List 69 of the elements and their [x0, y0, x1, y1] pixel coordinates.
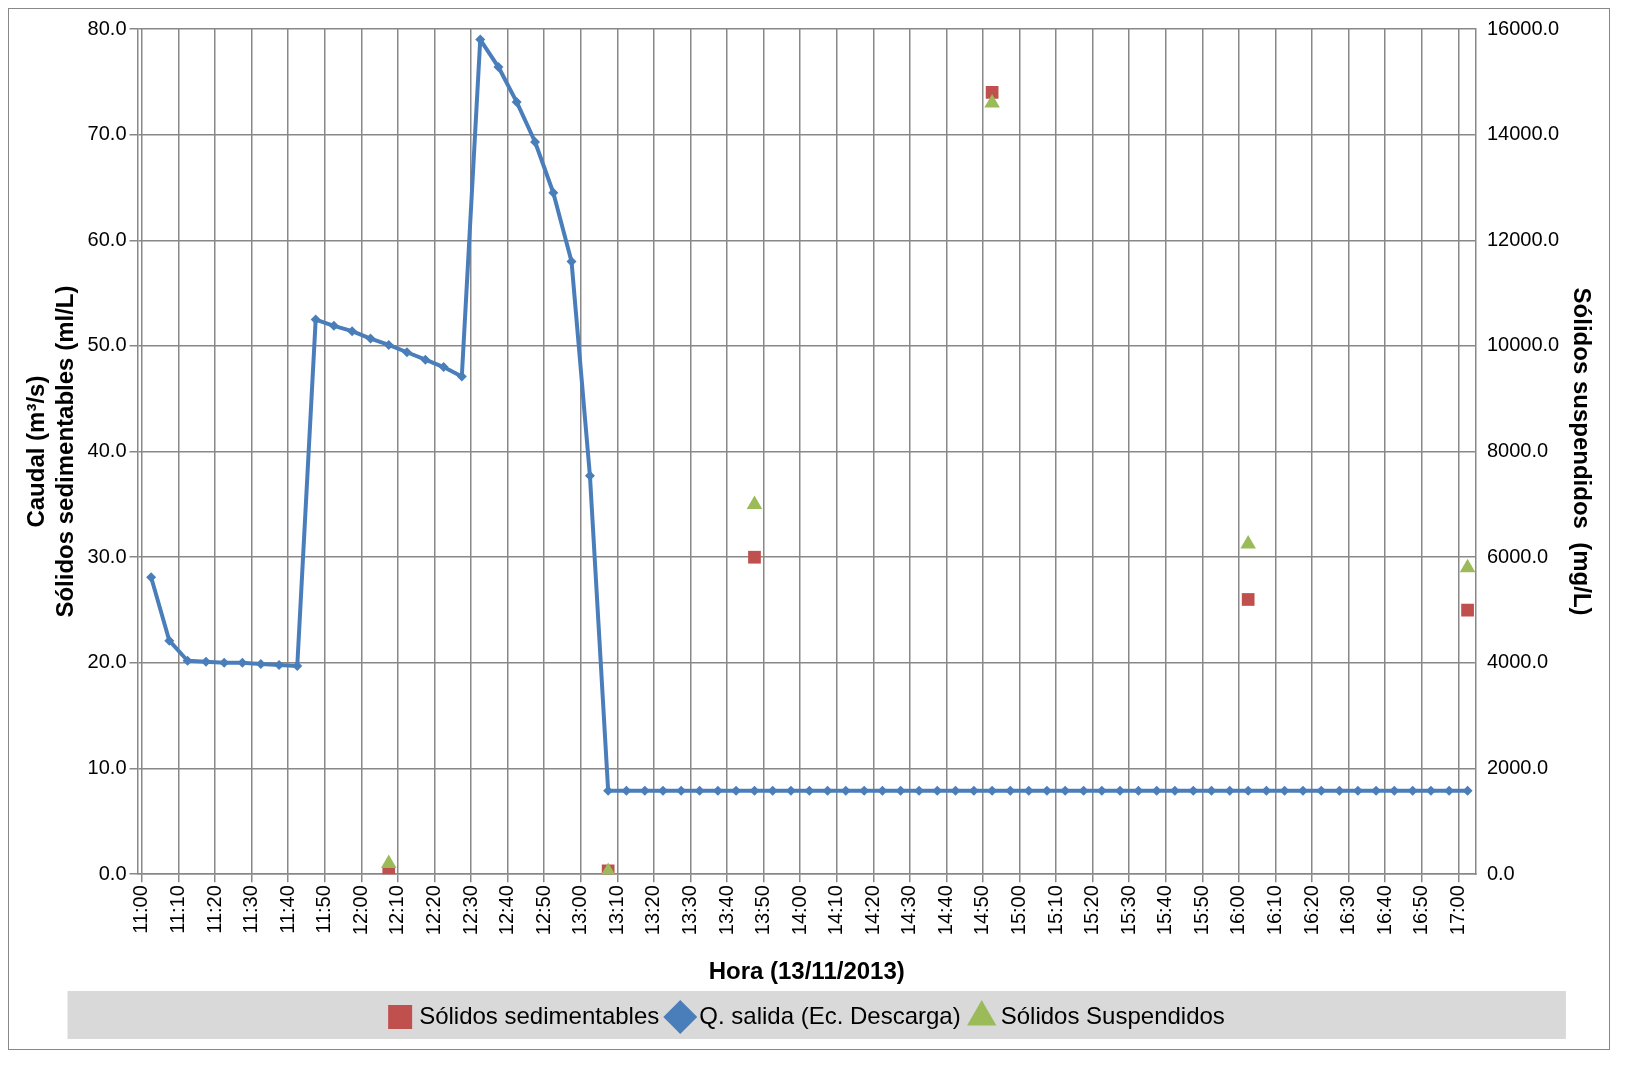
- x-tick-label: 14:10: [824, 885, 847, 936]
- y2-tick-label: 4000.0: [1486, 650, 1549, 673]
- y-tick-label: 30.0: [87, 544, 127, 567]
- x-tick-label: 16:40: [1372, 885, 1395, 936]
- x-tick-label: 15:10: [1043, 885, 1066, 936]
- y2-axis-title: Sólidos suspendidos (mg/L): [1568, 287, 1596, 616]
- legend-label: Q. salida (Ec. Descarga): [699, 1001, 961, 1029]
- y-tick-label: 60.0: [87, 227, 127, 250]
- x-tick-label: 13:30: [677, 885, 700, 936]
- y2-tick-label: 8000.0: [1486, 439, 1549, 462]
- point: [1459, 558, 1476, 573]
- x-tick-label: 13:00: [568, 885, 591, 936]
- y2-tick-label: 14000.0: [1486, 122, 1560, 145]
- x-tick-label: 16:20: [1299, 885, 1322, 936]
- x-tick-label: 13:50: [751, 885, 774, 936]
- y-tick-label: 0.0: [98, 861, 127, 884]
- x-tick-label: 14:50: [970, 885, 993, 936]
- x-axis-title: Hora (13/11/2013): [708, 957, 905, 985]
- y2-tick-label: 12000.0: [1486, 227, 1560, 250]
- x-tick-label: 14:40: [933, 885, 956, 936]
- y-tick-label: 40.0: [87, 439, 127, 462]
- point: [1240, 535, 1256, 549]
- x-tick-label: 15:00: [1007, 885, 1030, 936]
- x-tick-label: 14:00: [787, 885, 810, 936]
- x-tick-label: 15:20: [1080, 885, 1103, 936]
- y2-tick-label: 16000.0: [1486, 16, 1560, 39]
- y2-tick-label: 0.0: [1486, 861, 1515, 884]
- x-tick-label: 15:50: [1189, 885, 1212, 936]
- x-tick-label: 16:30: [1336, 885, 1359, 936]
- x-tick-label: 16:00: [1226, 885, 1249, 936]
- y2-tick-label: 2000.0: [1486, 756, 1549, 779]
- x-tick-label: 11:20: [202, 885, 225, 934]
- x-tick-label: 12:00: [348, 885, 371, 936]
- x-tick-label: 13:20: [641, 885, 664, 936]
- x-tick-label: 12:40: [495, 885, 518, 936]
- point: [746, 495, 763, 509]
- x-tick-label: 14:20: [860, 885, 883, 936]
- x-tick-label: 12:50: [531, 885, 554, 936]
- y-axis-title: Caudal (m³/s) Sólidos sedimentables (ml/L): [22, 285, 78, 618]
- x-tick-label: 11:10: [166, 885, 188, 934]
- x-tick-label: 13:10: [604, 885, 627, 936]
- x-tick-label: 15:30: [1116, 885, 1139, 936]
- x-tick-label: 11:00: [129, 885, 152, 934]
- x-tick-label: 11:40: [275, 885, 298, 934]
- x-tick-label: 12:10: [385, 885, 408, 936]
- x-tick-label: 16:50: [1409, 885, 1432, 936]
- x-tick-label: 12:20: [421, 885, 444, 936]
- x-tick-label: 14:30: [897, 885, 920, 936]
- x-tick-label: 11:50: [312, 885, 335, 934]
- y-tick-label: 20.0: [87, 650, 127, 673]
- x-tick-label: 12:30: [458, 885, 481, 936]
- point: [380, 854, 397, 869]
- y2-tick-label: 6000.0: [1486, 544, 1549, 567]
- y-tick-label: 80.0: [87, 16, 127, 39]
- y-tick-label: 50.0: [87, 333, 127, 356]
- x-tick-label: 11:30: [239, 885, 262, 934]
- legend-label: Sólidos Suspendidos: [1000, 1001, 1225, 1029]
- y-tick-label: 10.0: [87, 756, 127, 779]
- y-tick-label: 70.0: [87, 122, 127, 145]
- point: [984, 93, 1000, 108]
- x-tick-label: 17:00: [1445, 885, 1468, 936]
- point: [1461, 603, 1474, 617]
- point: [1241, 593, 1255, 606]
- y2-tick-label: 10000.0: [1486, 333, 1560, 356]
- x-tick-label: 13:40: [714, 885, 737, 936]
- x-tick-label: 15:40: [1153, 885, 1176, 936]
- point: [748, 550, 761, 564]
- x-tick-label: 16:10: [1263, 885, 1286, 936]
- legend-label: Sólidos sedimentables: [419, 1001, 660, 1029]
